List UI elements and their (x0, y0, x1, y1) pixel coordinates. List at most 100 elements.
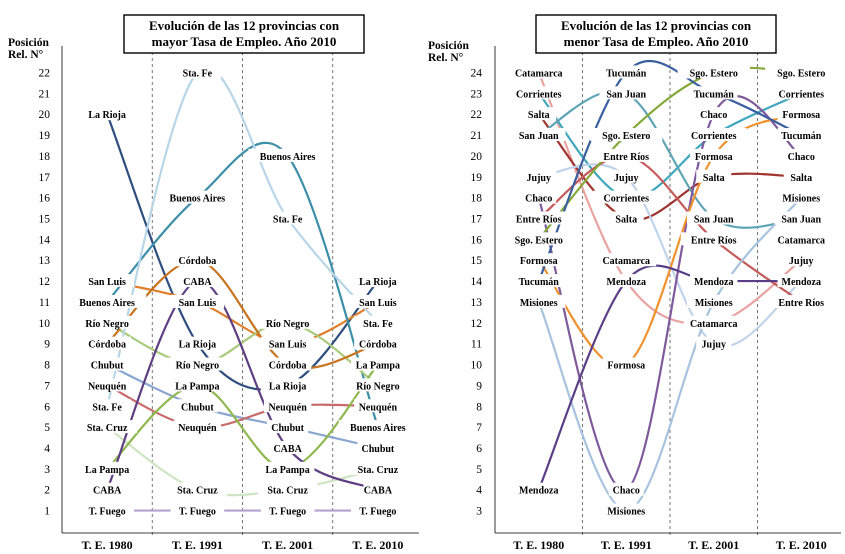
y-tick-label: 10 (39, 318, 51, 330)
point-label: Catamarca (515, 68, 563, 79)
y-tick-label: 6 (476, 443, 482, 455)
x-category-label: T. E. 2001 (262, 538, 313, 552)
point-label: Buenos Aires (350, 423, 406, 434)
point-label: Córdoba (269, 361, 307, 372)
point-label: Corrientes (778, 89, 824, 100)
point-label-bg (351, 274, 405, 288)
point-label: T. Fuego (269, 507, 306, 518)
point-label: La Pampa (85, 465, 129, 476)
y-tick-label: 19 (471, 172, 483, 184)
y-tick-label: 22 (471, 109, 483, 121)
point-label-bg (351, 357, 405, 371)
point-label-bg (77, 315, 138, 329)
point-label-bg (92, 482, 122, 496)
x-category-label: T. E. 2010 (352, 538, 403, 552)
point-label: San Juan (781, 214, 821, 225)
series-line-misiones (537, 196, 803, 512)
point-label-bg (521, 169, 557, 183)
point-label: La Rioja (88, 110, 126, 121)
point-label: Sta. Cruz (177, 486, 218, 497)
point-label: Sgo. Estero (690, 68, 738, 79)
point-label: Jujuy (702, 340, 726, 351)
y-tick-label: 8 (44, 360, 50, 372)
point-label: Sta. Cruz (267, 486, 308, 497)
point-label: Sta. Fe (183, 68, 213, 79)
point-label-bg (173, 65, 222, 79)
series-line-chaco (537, 95, 803, 491)
point-label-bg (363, 482, 393, 496)
point-label-bg (783, 253, 819, 267)
y-tick-label: 15 (471, 255, 483, 267)
point-label-bg (602, 274, 650, 288)
point-label-bg (170, 294, 225, 308)
point-label: Chaco (525, 194, 552, 205)
point-label-bg (777, 107, 825, 121)
point-label-bg (608, 169, 644, 183)
series-line-jujuy (537, 163, 803, 348)
point-label-bg (260, 461, 315, 475)
point-label: San Luis (269, 340, 307, 351)
point-label-bg (170, 378, 225, 392)
chart-title-box (123, 14, 365, 54)
y-tick-label: 1 (44, 506, 50, 518)
point-label: Neuquén (178, 423, 217, 434)
point-label: San Juan (694, 214, 734, 225)
point-label: CABA (93, 486, 122, 497)
y-tick-label: 12 (39, 276, 51, 288)
series-line-caba (106, 279, 379, 491)
chart-panel-2: 3 4 5 6 7 8 9 10 11 12 13 14 15 16 17 18 19 20 21 22 23 24 Pos… (428, 14, 841, 552)
point-label-bg (83, 378, 131, 392)
point-label: Misiones (607, 507, 645, 518)
y-tick-label: 3 (44, 464, 50, 476)
point-label: Sta. Cruz (87, 423, 128, 434)
point-label: Sta. Cruz (358, 465, 399, 476)
point-label-bg (80, 107, 134, 121)
point-label-bg (351, 294, 405, 308)
point-label: Córdoba (359, 340, 397, 351)
point-label-bg (338, 420, 418, 434)
point-label-bg (774, 211, 829, 225)
y-tick-label: 10 (471, 360, 483, 372)
y-tick-label: 22 (39, 67, 51, 79)
point-label-bg (260, 336, 315, 350)
series-line-c-rdoba (106, 259, 379, 370)
point-label-bg (783, 169, 819, 183)
point-label-bg (176, 399, 218, 413)
point-label: Formosa (695, 152, 733, 163)
point-label: Sta. Fe (363, 319, 393, 330)
point-label-bg (690, 274, 738, 288)
point-label-bg (690, 148, 738, 162)
point-label-bg (511, 294, 566, 308)
point-label-bg (167, 482, 228, 496)
point-label: Misiones (520, 298, 558, 309)
point-label-bg (173, 253, 222, 267)
series-line-r-o-negro (106, 321, 379, 387)
point-label: Río Negro (356, 381, 399, 392)
y-tick-label: 23 (471, 88, 483, 100)
point-label-bg (80, 503, 134, 517)
x-category-label: T. E. 1991 (172, 538, 223, 552)
point-label-bg (521, 107, 557, 121)
y-tick-label: 9 (476, 380, 482, 392)
point-label-bg (508, 65, 569, 79)
point-label-bg (158, 190, 237, 204)
point-label-bg (167, 357, 228, 371)
point-label: Mendoza (694, 277, 733, 288)
point-label-bg (602, 357, 650, 371)
series-line-formosa (537, 113, 803, 368)
point-label-bg (599, 86, 654, 100)
point-label: Buenos Aires (79, 298, 135, 309)
point-label-bg (347, 461, 408, 475)
y-tick-label: 21 (471, 130, 483, 142)
point-label-bg (771, 232, 832, 246)
point-label: Río Negro (85, 319, 128, 330)
point-label-bg (347, 378, 408, 392)
point-label-bg (505, 86, 572, 100)
point-label: T. Fuego (89, 507, 126, 518)
point-label: Neuquén (268, 402, 307, 413)
point-label: Formosa (782, 110, 820, 121)
x-category-label: T. E. 2010 (776, 538, 827, 552)
point-label-bg (686, 211, 741, 225)
point-label-bg (593, 148, 660, 162)
point-label-bg (696, 169, 732, 183)
